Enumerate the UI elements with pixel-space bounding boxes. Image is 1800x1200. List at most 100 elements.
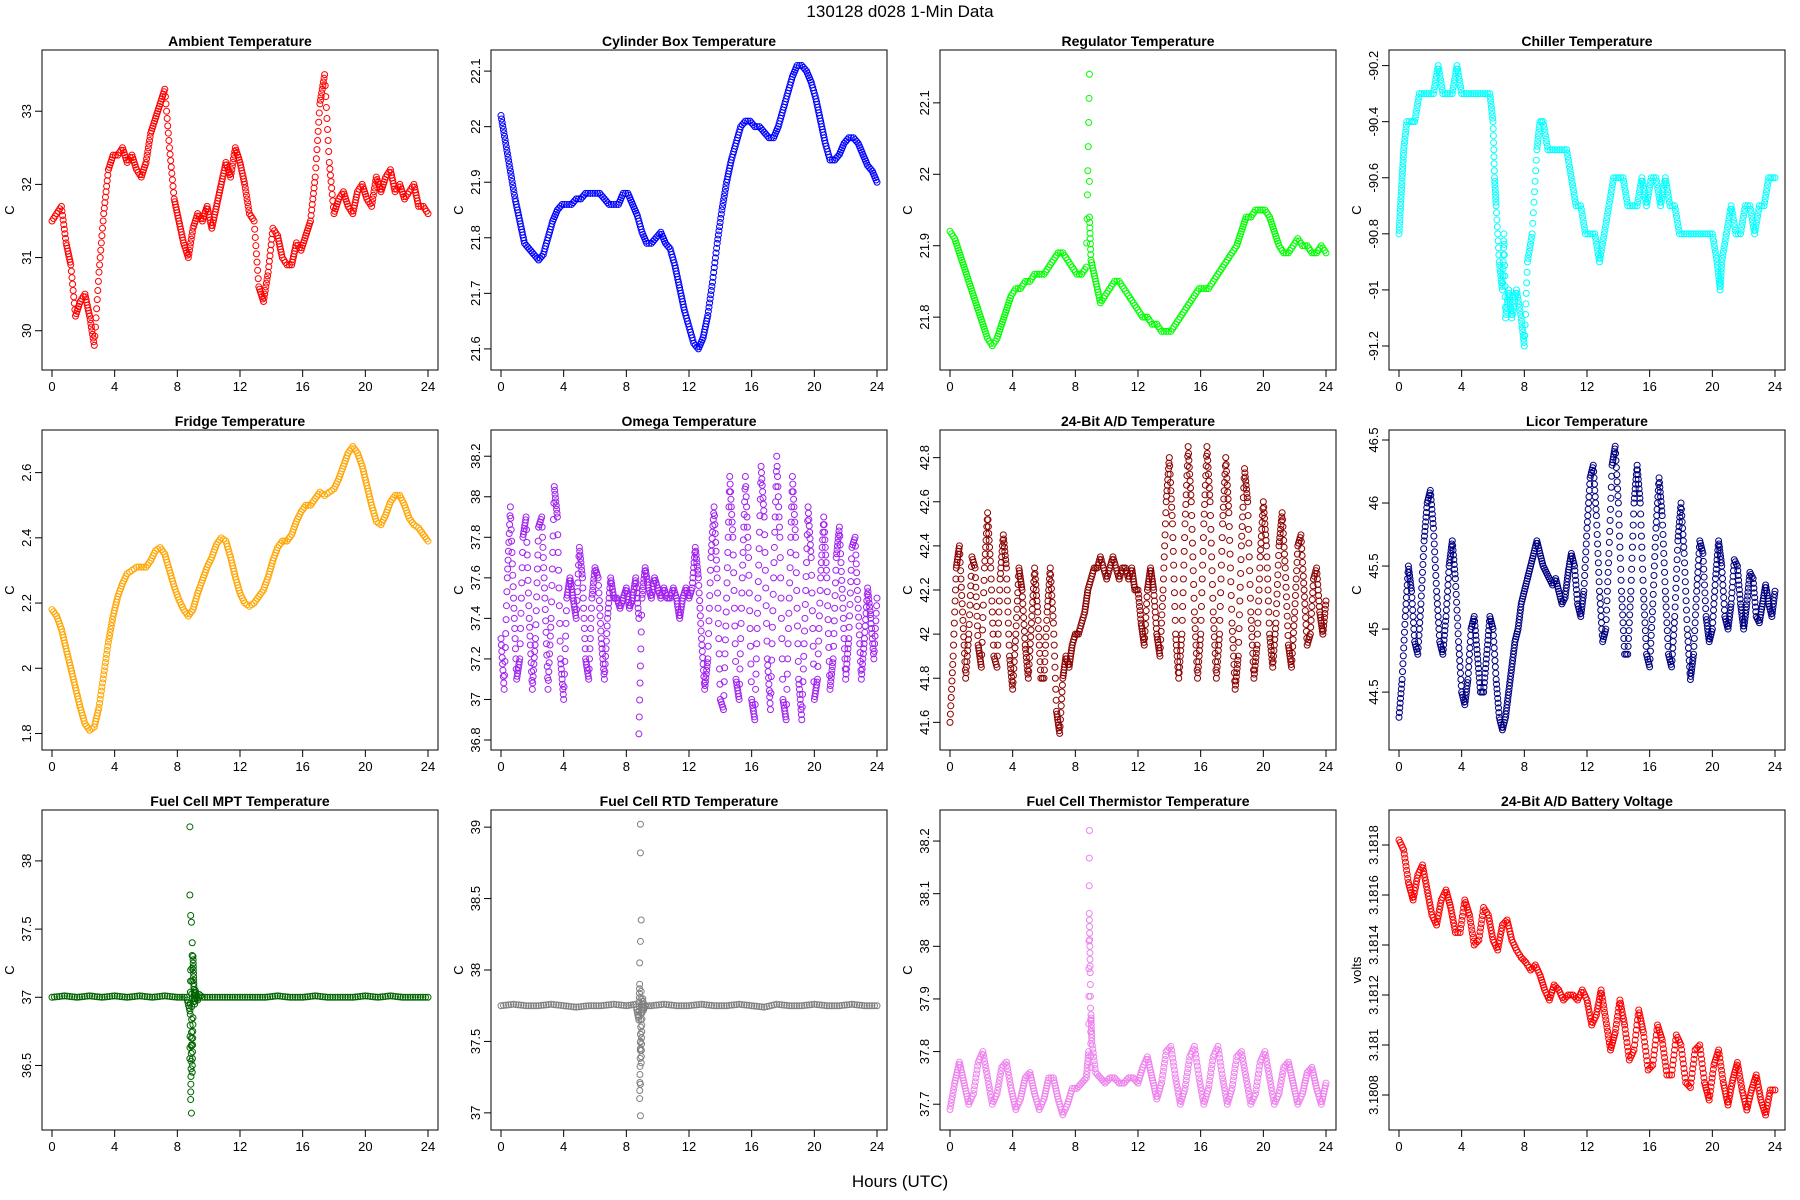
y-tick-label: 22 — [468, 119, 483, 133]
data-point — [393, 491, 401, 499]
data-point — [706, 579, 714, 587]
data-point — [1083, 191, 1091, 199]
data-point — [958, 592, 966, 600]
data-point — [947, 694, 955, 702]
data-point — [1159, 586, 1167, 594]
data-point — [1491, 188, 1499, 196]
data-point — [1522, 310, 1530, 318]
data-point — [1441, 622, 1449, 630]
data-point — [1287, 660, 1295, 668]
data-point — [504, 565, 512, 573]
data-point — [1675, 230, 1683, 238]
data-point — [166, 150, 174, 158]
data-point — [539, 543, 547, 551]
data-point — [100, 667, 108, 675]
data-point — [727, 488, 735, 496]
data-point — [1659, 531, 1667, 539]
data-point — [1626, 202, 1634, 210]
data-point — [261, 286, 269, 294]
data-point — [1187, 498, 1195, 506]
data-point — [213, 993, 221, 1001]
data-point — [845, 623, 853, 631]
data-point — [70, 293, 78, 301]
data-point — [835, 527, 843, 535]
data-point — [251, 225, 259, 233]
data-point — [1500, 240, 1508, 248]
data-point — [158, 992, 166, 1000]
data-point — [1489, 118, 1497, 126]
data-point — [1710, 600, 1718, 608]
data-point — [759, 126, 767, 134]
data-point — [1475, 664, 1483, 672]
data-point — [728, 526, 736, 534]
data-point — [1002, 560, 1010, 568]
data-point — [1654, 499, 1661, 507]
data-point — [560, 683, 568, 691]
data-point — [1180, 547, 1188, 555]
data-point — [819, 536, 827, 544]
data-point — [1207, 539, 1215, 547]
data-point — [1510, 300, 1518, 308]
data-point — [1684, 631, 1692, 639]
data-points — [1395, 442, 1779, 734]
data-point — [1402, 600, 1410, 608]
y-tick-label: -90.8 — [1366, 219, 1381, 249]
data-point — [1501, 282, 1509, 290]
data-point — [989, 641, 997, 649]
data-point — [1752, 223, 1760, 231]
data-point — [1149, 583, 1157, 591]
data-point — [1596, 258, 1604, 266]
data-point — [1043, 616, 1051, 624]
data-point — [1482, 655, 1490, 663]
data-point — [306, 992, 314, 1000]
data-point — [133, 992, 141, 1000]
data-point — [91, 332, 99, 340]
data-point — [1495, 258, 1503, 266]
data-point — [1139, 313, 1147, 321]
data-point — [1648, 608, 1656, 616]
data-point — [792, 533, 800, 541]
data-point — [1612, 464, 1620, 472]
data-point — [1600, 230, 1608, 238]
data-point — [1185, 450, 1193, 458]
data-point — [497, 112, 505, 120]
data-point — [1490, 139, 1498, 147]
data-point — [836, 532, 844, 540]
data-point — [774, 493, 782, 501]
data-point — [1009, 685, 1017, 693]
data-point — [1051, 674, 1059, 682]
data-point — [1620, 181, 1628, 189]
data-point — [1709, 233, 1717, 241]
data-point — [1657, 202, 1665, 210]
data-point — [88, 992, 96, 1000]
data-point — [113, 992, 121, 1000]
data-point — [1639, 587, 1647, 595]
data-point — [1630, 494, 1638, 502]
data-point — [776, 554, 784, 562]
data-point — [1631, 485, 1639, 493]
data-point — [173, 993, 181, 1001]
data-point — [98, 993, 106, 1001]
data-point — [1302, 614, 1310, 622]
data-point — [778, 655, 786, 663]
data-point — [562, 607, 570, 615]
data-point — [1168, 503, 1176, 511]
data-point — [638, 590, 646, 598]
data-point — [1292, 583, 1300, 591]
x-tick-label: 12 — [233, 759, 247, 774]
data-point — [789, 480, 797, 488]
data-point — [805, 516, 813, 524]
data-point — [1156, 644, 1164, 652]
data-point — [1284, 631, 1292, 639]
data-point — [597, 627, 605, 635]
data-point — [1729, 212, 1737, 220]
data-point — [1397, 694, 1405, 702]
data-point — [1660, 549, 1668, 557]
data-point — [516, 640, 524, 648]
data-point — [1661, 578, 1669, 586]
data-point — [530, 654, 538, 662]
data-point — [1201, 491, 1209, 499]
data-point — [1244, 498, 1252, 506]
data-point — [498, 115, 506, 123]
